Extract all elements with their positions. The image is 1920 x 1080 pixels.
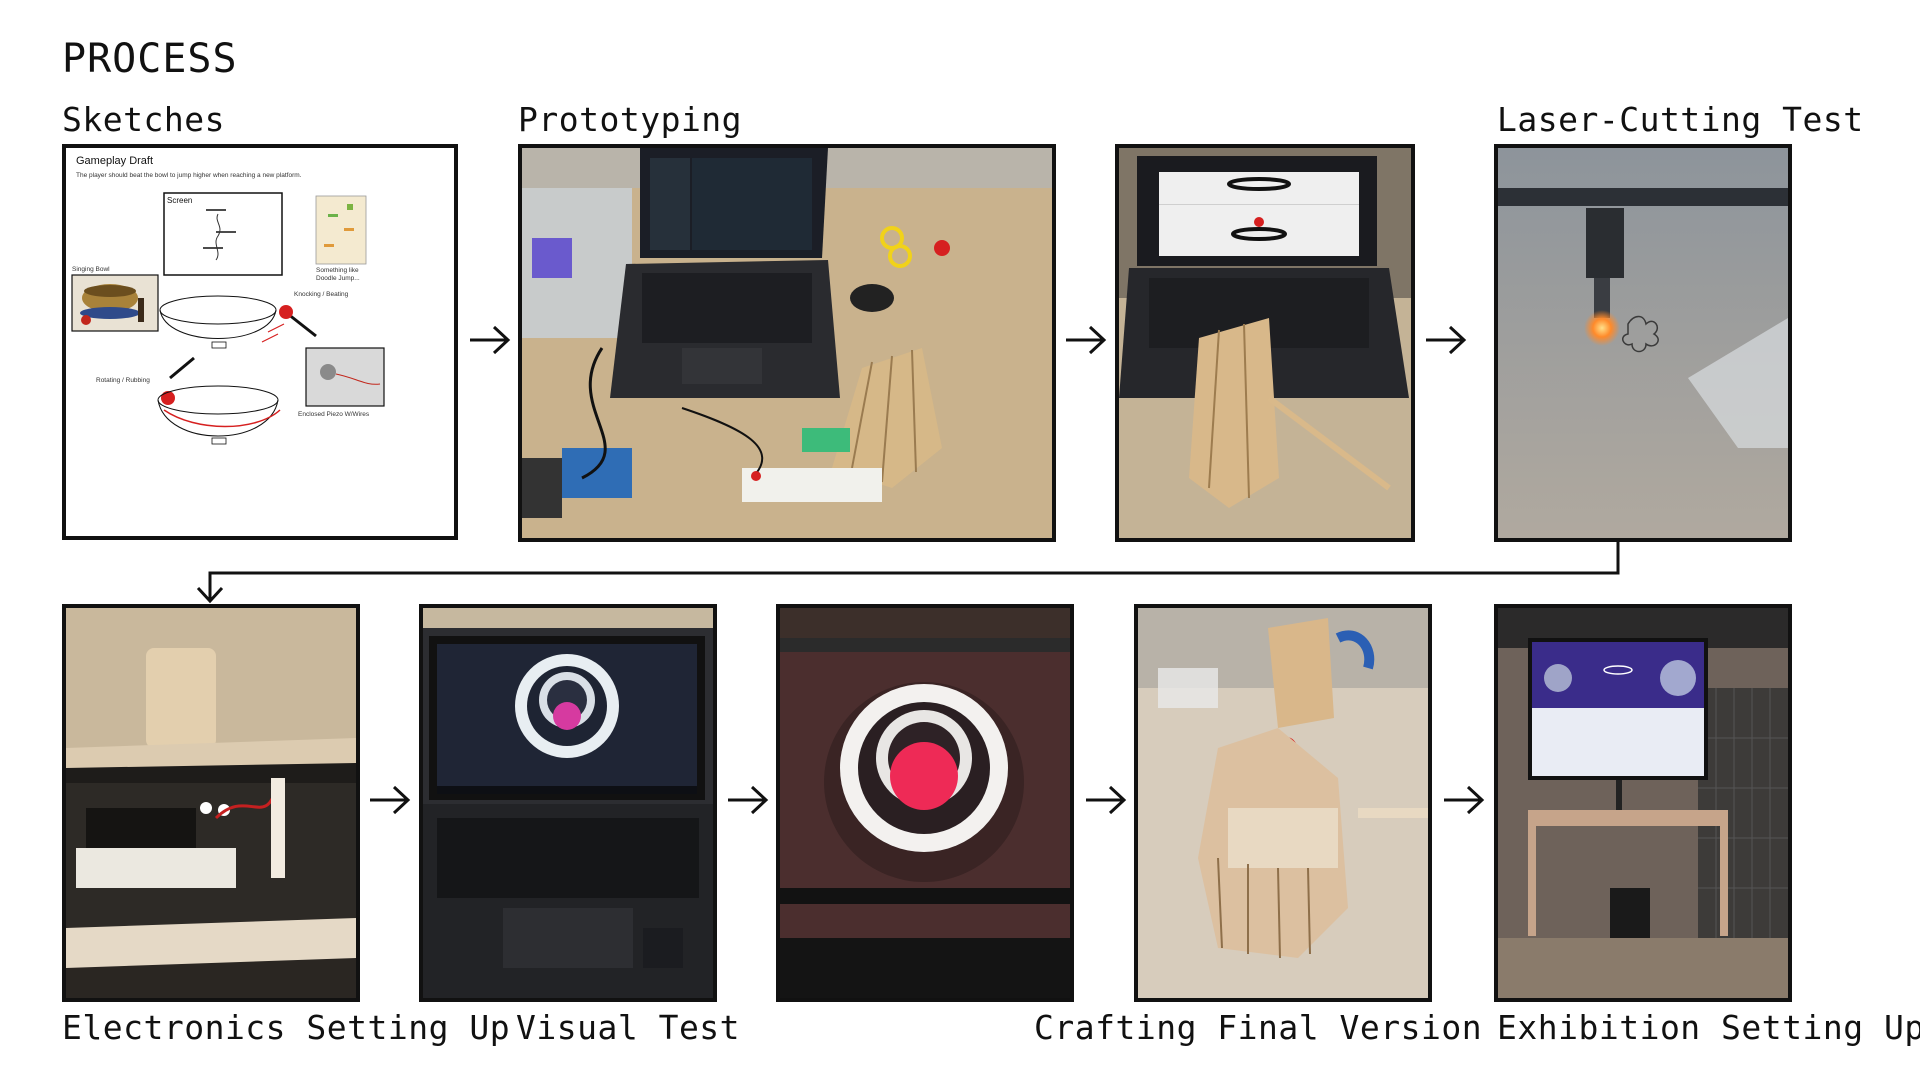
sketch-image: Gameplay Draft The player should beat th… (62, 144, 458, 540)
page-title: PROCESS (62, 36, 238, 82)
crafting-label: Crafting Final Version (1034, 1008, 1483, 1047)
sketch-title: Gameplay Draft (76, 155, 153, 167)
crafting-photo (1134, 604, 1432, 1002)
prototyping-photo (518, 144, 1056, 542)
right-arrow-icon (1444, 785, 1485, 815)
laser-cutting-label: Laser-Cutting Test (1497, 100, 1864, 139)
electronics-label: Electronics Setting Up (62, 1008, 511, 1047)
right-arrow-icon (1086, 785, 1127, 815)
prototyping-label: Prototyping (518, 100, 743, 139)
right-arrow-icon (470, 325, 511, 355)
exhibition-label: Exhibition Setting Up! (1497, 1008, 1920, 1047)
sketch-knocking-label: Knocking / Beating (294, 291, 349, 298)
exhibition-photo (1494, 604, 1792, 1002)
sketch-bowl-label: Singing Bowl (72, 266, 110, 273)
game-prototype-photo (1115, 144, 1415, 542)
visual-test-label: Visual Test (516, 1008, 741, 1047)
visual-test-closeup-photo (776, 604, 1074, 1002)
right-arrow-icon (370, 785, 411, 815)
right-arrow-icon (1426, 325, 1467, 355)
sketch-rotating-label: Rotating / Rubbing (96, 377, 150, 384)
electronics-photo (62, 604, 360, 1002)
sketch-subtitle: The player should beat the bowl to jump … (76, 172, 302, 179)
laser-cutting-photo (1494, 144, 1792, 542)
sketch-doodle-label-1: Something like (316, 267, 359, 274)
sketch-doodle-label-2: Doodle Jump... (316, 275, 360, 282)
sketch-screen-label: Screen (167, 196, 192, 205)
sketch-piezo-label: Enclosed Piezo W/Wires (298, 411, 370, 418)
sketches-label: Sketches (62, 100, 225, 139)
right-arrow-icon (728, 785, 769, 815)
visual-test-photo (419, 604, 717, 1002)
right-arrow-icon (1066, 325, 1107, 355)
